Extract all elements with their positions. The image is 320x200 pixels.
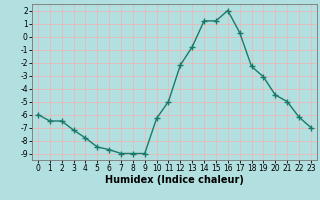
X-axis label: Humidex (Indice chaleur): Humidex (Indice chaleur) (105, 175, 244, 185)
